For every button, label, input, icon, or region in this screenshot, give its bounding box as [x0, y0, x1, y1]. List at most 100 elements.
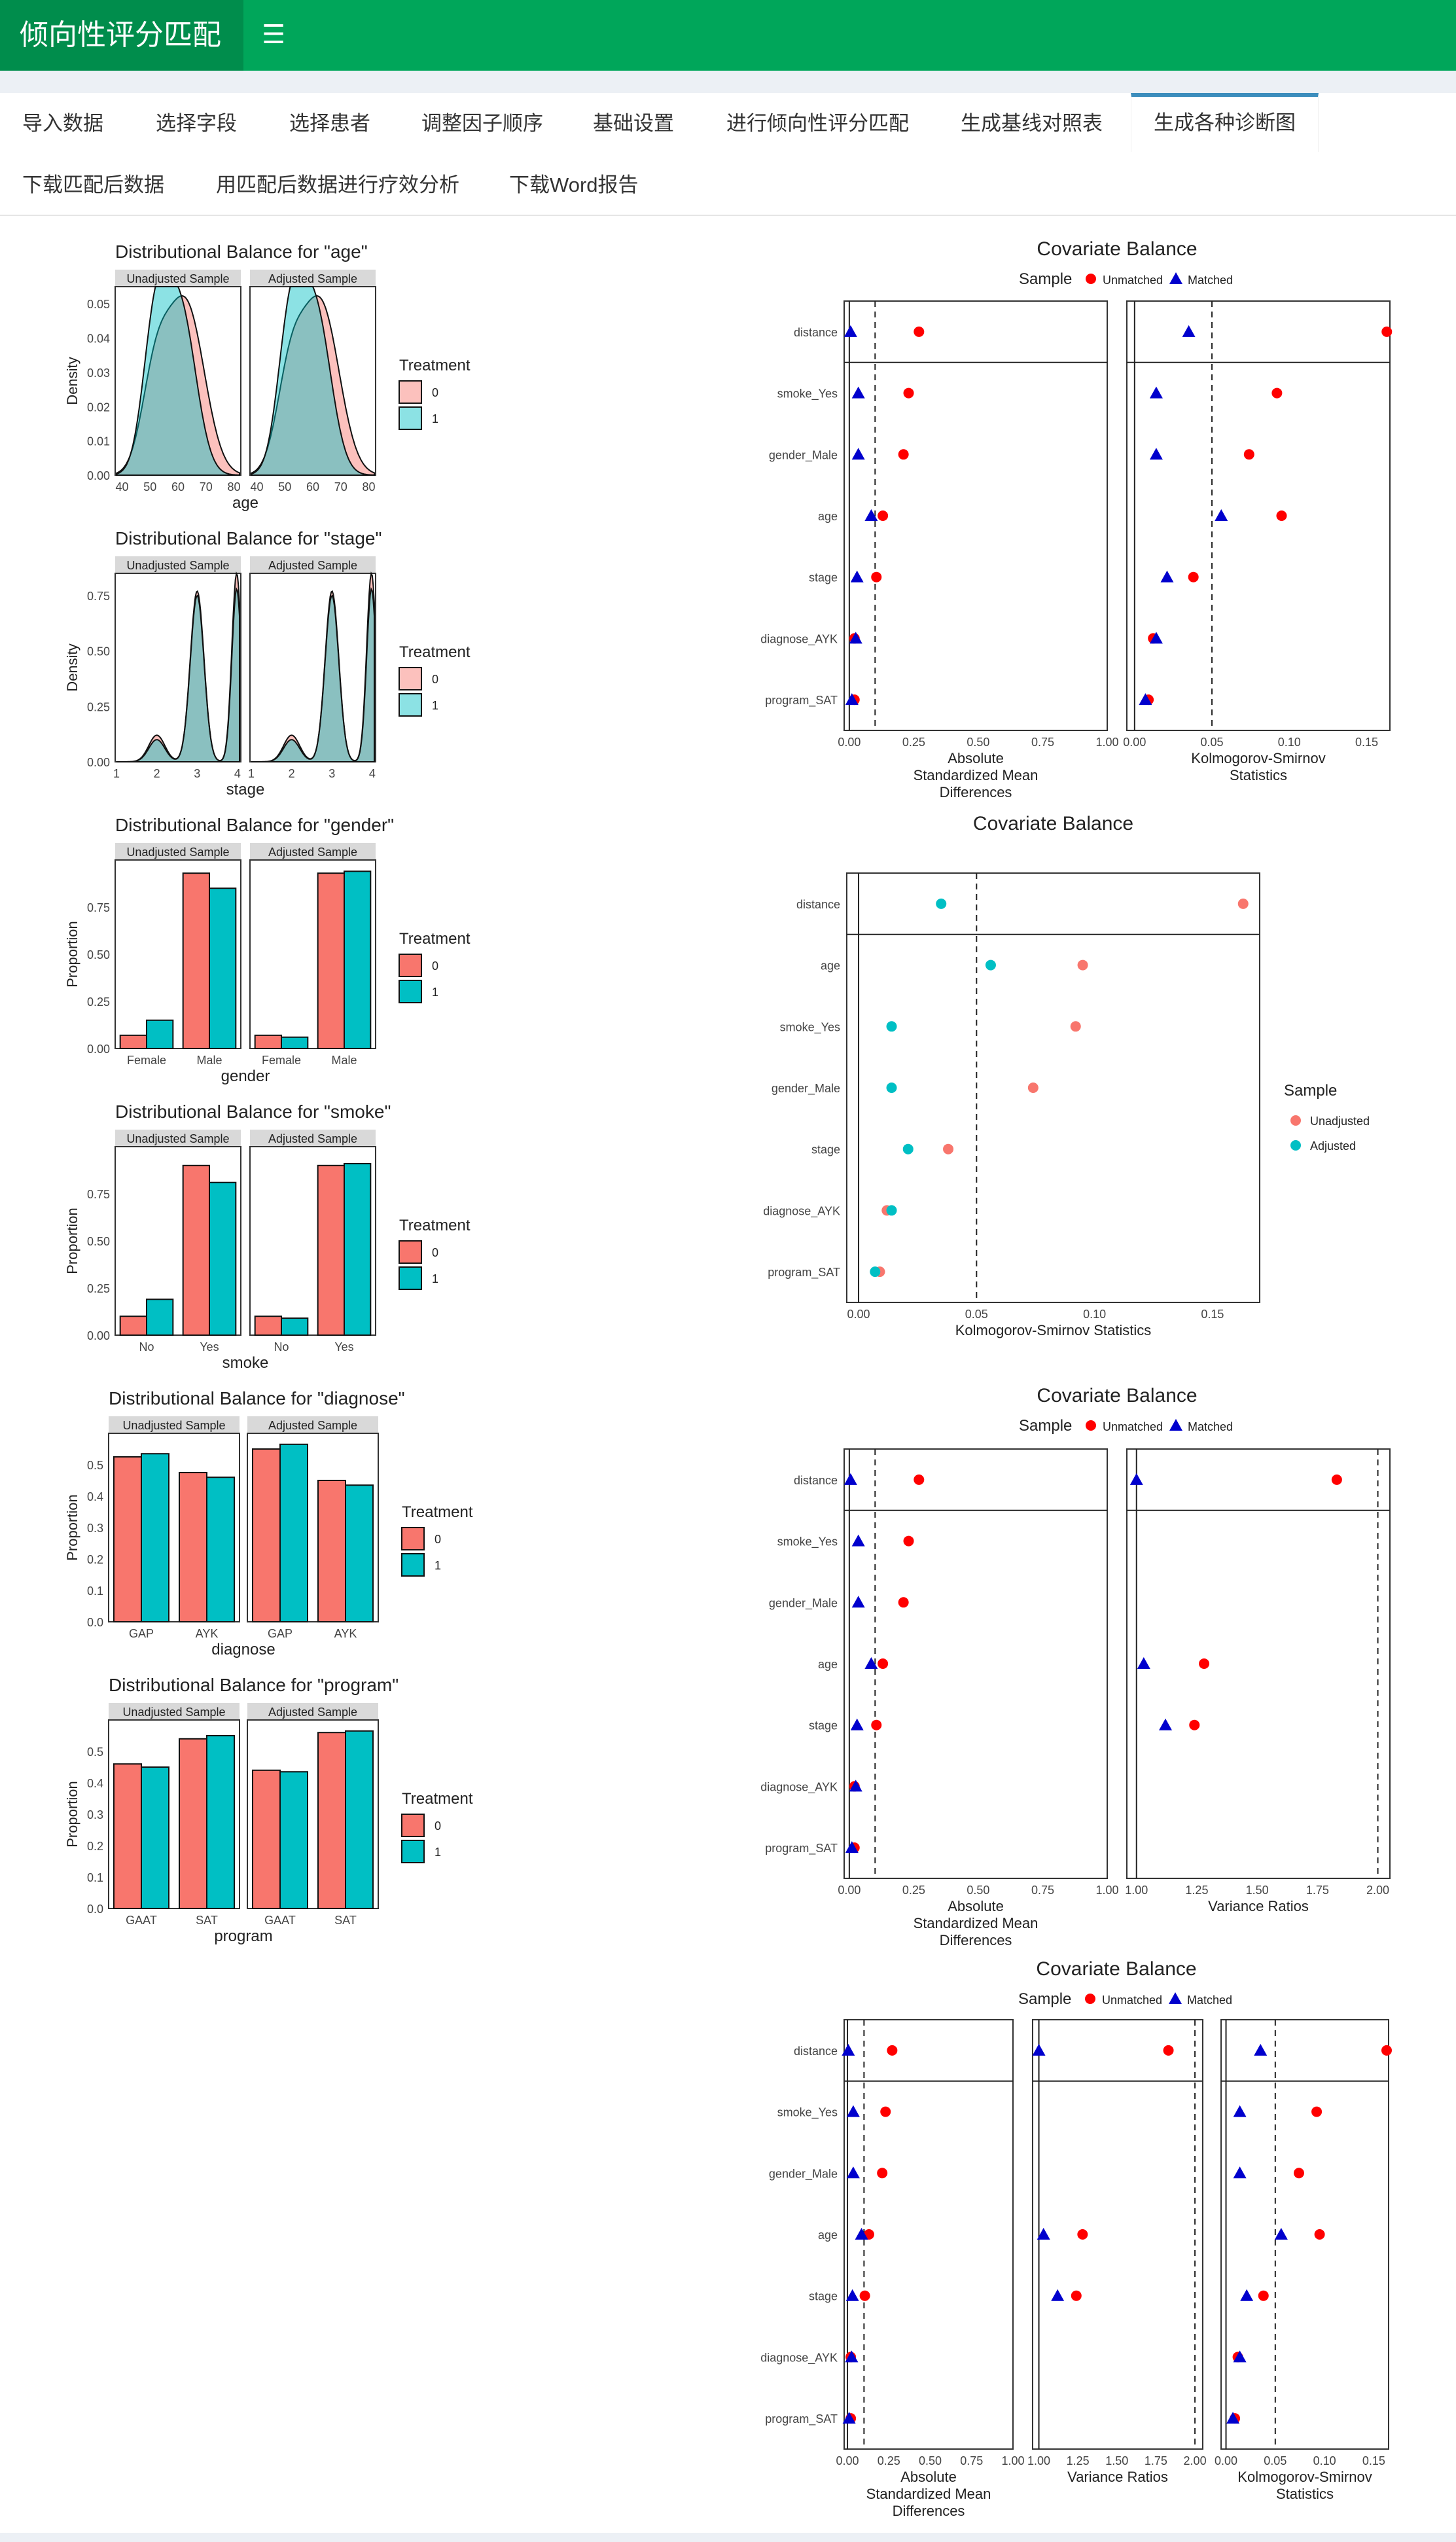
bar-Yes-0	[317, 1164, 345, 1336]
tab-download-matched[interactable]: 下载匹配后数据	[22, 173, 164, 196]
tab-diagnostic-plots[interactable]: 生成各种诊断图	[1131, 93, 1319, 152]
xtick-label: 0.15	[1201, 1308, 1224, 1321]
unmatched-point	[871, 1719, 882, 1730]
matched-point	[1274, 2228, 1288, 2240]
facet-label: Adjusted Sample	[268, 1706, 357, 1719]
xtick-label: 0.10	[1278, 736, 1301, 749]
xtick-label: 2	[154, 767, 160, 780]
chart-title: Covariate Balance	[1036, 1958, 1196, 1980]
density-curve-0	[116, 295, 240, 476]
legend-title: Sample	[1018, 1990, 1071, 2008]
distribution-xlabel: diagnose	[211, 1641, 275, 1658]
tab-efficacy-analysis[interactable]: 用匹配后数据进行疗效分析	[216, 173, 459, 196]
bar-Yes-1	[344, 1162, 372, 1336]
legend-label: 1	[435, 1846, 441, 1859]
ytick-label: 0.02	[87, 401, 110, 414]
balance-panel-0: 0.00 0.25 0.50 0.75 1.00 AbsoluteStandardized…	[838, 1448, 1119, 1948]
legend-title: Treatment	[399, 930, 471, 948]
tab-select-fields[interactable]: 选择字段	[156, 112, 237, 135]
covariate-label: diagnose_AYK	[763, 1204, 840, 1218]
legend-label: Unmatched	[1103, 1420, 1163, 1433]
covariate-balance-chart-0: Covariate Balance Sample Unmatched Matched d…	[760, 238, 1393, 800]
xtick-label: 4	[369, 767, 376, 780]
xtick-label: 0.00	[1215, 2454, 1237, 2467]
balance-panel-0: 0.00 0.05 0.10 0.15 Kolmogorov-Smirnov Stati…	[846, 872, 1260, 1338]
density-curve-1	[116, 587, 240, 762]
ytick-label: 0.3	[87, 1522, 103, 1535]
legend-label: Matched	[1187, 1994, 1232, 2007]
bar-Male-0	[182, 872, 210, 1049]
unmatched-point	[898, 1597, 909, 1608]
covariate-label: distance	[794, 326, 838, 339]
density-curve-1	[251, 587, 375, 762]
matched-point	[850, 1718, 864, 1730]
matched-point	[1139, 693, 1152, 706]
unmatched-point	[903, 1535, 914, 1547]
facet-strip	[250, 270, 376, 288]
top-navbar: 倾向性评分匹配 ☰	[0, 0, 1456, 71]
bar-AYK-1	[206, 1477, 235, 1622]
xtick-label: 0.00	[838, 1884, 861, 1897]
covariate-label: program_SAT	[768, 1266, 840, 1280]
matched-point	[846, 2105, 860, 2117]
ytick-label: 0.75	[87, 1188, 110, 1201]
legend-label: 1	[432, 699, 438, 712]
tab-select-patients[interactable]: 选择患者	[289, 112, 370, 135]
unmatched-point	[1311, 2106, 1323, 2117]
covariate-balance-chart-2: Covariate Balance Sample Unmatched Matched d…	[760, 1385, 1391, 1948]
panel-frame	[1220, 2019, 1389, 2450]
facet-label: Unadjusted Sample	[126, 846, 229, 859]
xtick-label: SAT	[196, 1914, 218, 1927]
legend-title: Treatment	[399, 643, 471, 661]
facet-label: Unadjusted Sample	[126, 559, 229, 572]
tab-basic-settings[interactable]: 基础设置	[593, 112, 674, 135]
xtick-label: 80	[227, 480, 240, 493]
matched-point	[1240, 2289, 1254, 2301]
hamburger-icon[interactable]: ☰	[262, 20, 285, 49]
bar-No-1	[146, 1298, 174, 1336]
facet-strip	[250, 556, 376, 575]
matched-point	[845, 693, 859, 706]
tab-import-data[interactable]: 导入数据	[22, 112, 103, 135]
ytick-label: 0.2	[87, 1840, 103, 1853]
tab-download-word[interactable]: 下载Word报告	[509, 173, 639, 196]
legend-label: Unmatched	[1102, 1994, 1162, 2007]
tab-baseline-table[interactable]: 生成基线对照表	[961, 112, 1103, 135]
xtick-label: 0.25	[902, 1884, 925, 1897]
xtick-label: 0.05	[1201, 736, 1224, 749]
distribution-title: Distributional Balance for "stage"	[115, 528, 382, 548]
xtick-label: AYK	[196, 1627, 219, 1640]
legend-label: Unmatched	[1103, 274, 1163, 287]
xtick-label: 1.00	[1095, 736, 1118, 749]
legend-key-unadjusted	[1290, 1115, 1301, 1126]
tab-factor-order[interactable]: 调整因子顺序	[421, 112, 543, 135]
ytick-label: 0.03	[87, 367, 110, 380]
chart-title: Covariate Balance	[1037, 238, 1197, 260]
ytick-label: 0.1	[87, 1871, 103, 1884]
xtick-label: 0.75	[1031, 1884, 1054, 1897]
unmatched-point	[1293, 2168, 1304, 2179]
ytick-label: 0.5	[87, 1745, 103, 1759]
legend-label: 1	[432, 412, 438, 425]
unmatched-point	[880, 2106, 891, 2117]
bar-Male-1	[209, 887, 237, 1049]
app-title[interactable]: 倾向性评分匹配	[0, 0, 243, 71]
matched-point	[845, 2289, 859, 2301]
matched-point	[1129, 1473, 1143, 1485]
xaxis-label: Absolute	[948, 1898, 1004, 1914]
tab-run-psm[interactable]: 进行倾向性评分匹配	[726, 112, 909, 135]
plots-canvas: Distributional Balance for "age" Density 0…	[64, 238, 1393, 2519]
legend-title: Treatment	[399, 1217, 471, 1234]
distribution-panel-3: Distributional Balance for "smoke" Propor…	[64, 1101, 471, 1372]
xtick-label: 1	[113, 767, 120, 780]
xaxis-label: Absolute	[948, 750, 1004, 766]
matched-point	[1254, 2043, 1268, 2056]
covariate-balance-chart-1: Covariate Balance Sample Unadjusted Adjuste…	[763, 813, 1370, 1338]
xaxis-label: Differences	[940, 784, 1012, 800]
bar-GAP-1	[141, 1453, 169, 1622]
xtick-label: 0.15	[1362, 2454, 1385, 2467]
bar-Male-0	[317, 872, 345, 1049]
matched-point	[1149, 448, 1163, 460]
legend-title: Sample	[1019, 270, 1072, 288]
density-curve-1	[251, 286, 375, 476]
